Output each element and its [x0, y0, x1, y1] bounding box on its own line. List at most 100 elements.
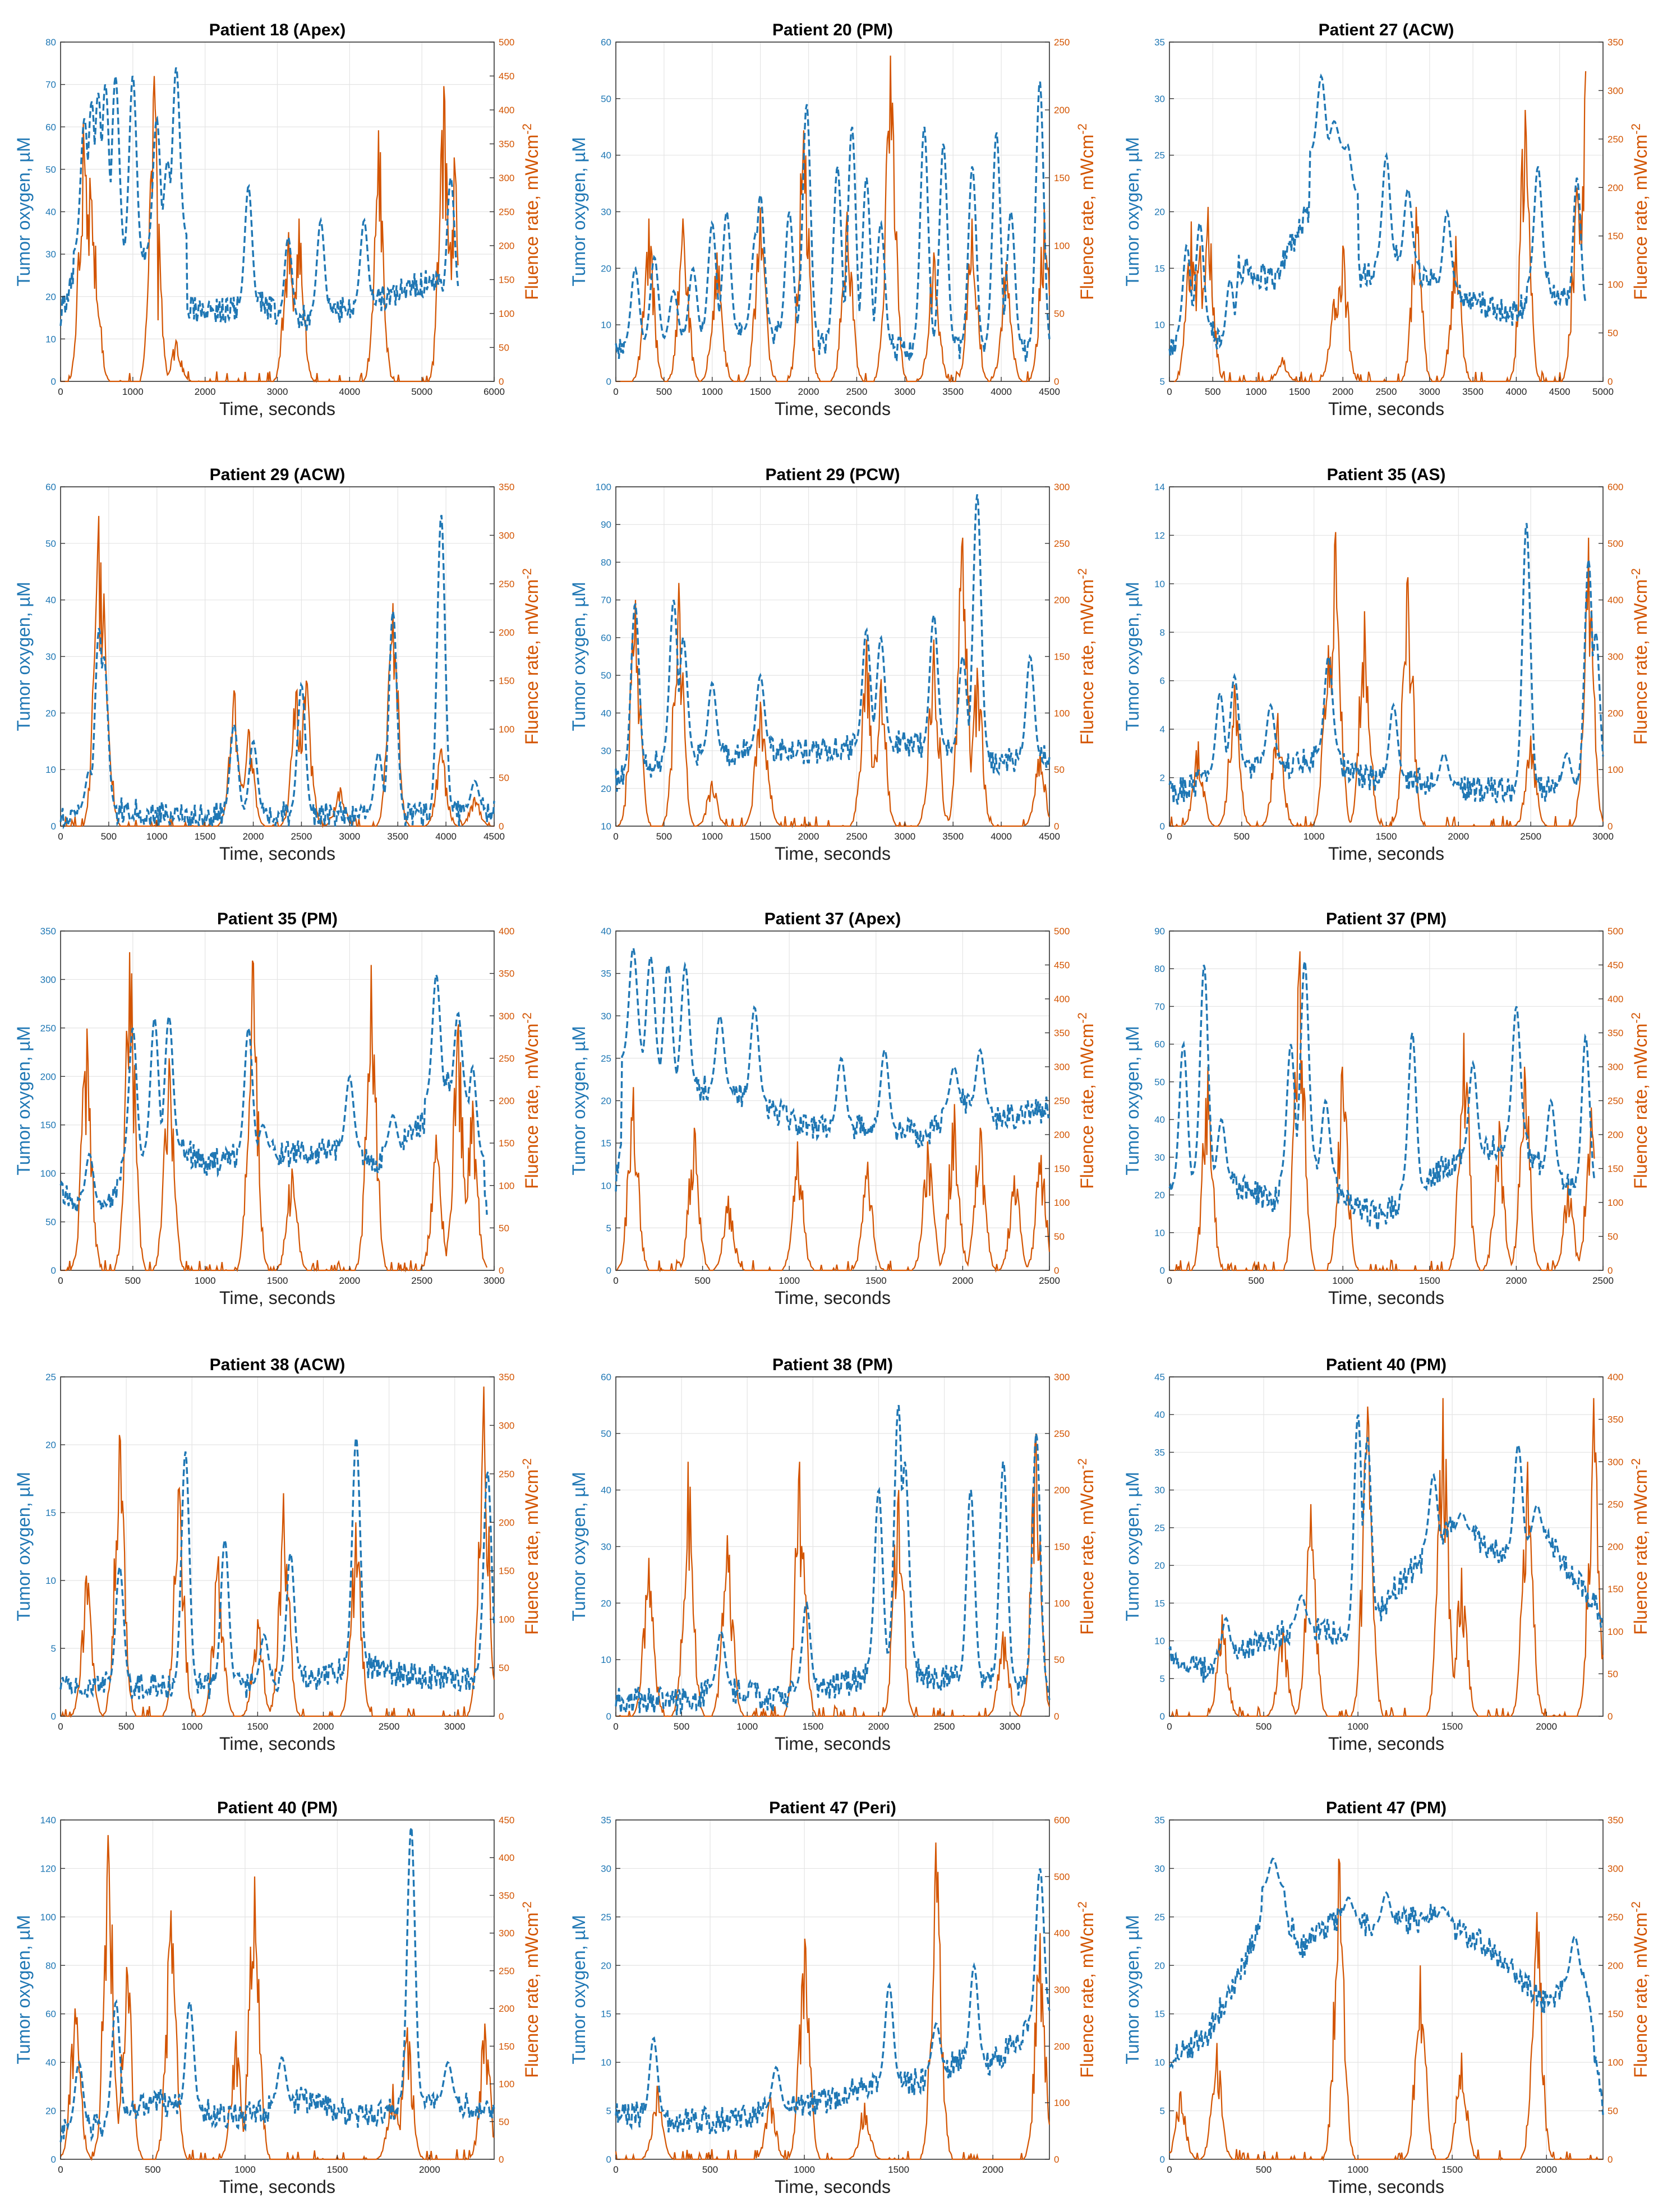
y-tick-label: 70 — [45, 80, 56, 90]
y2-tick-label: 100 — [1054, 1598, 1070, 1609]
y2-tick-label: 100 — [1054, 241, 1070, 251]
y2-tick-label: 400 — [1607, 994, 1623, 1004]
y2-tick-label: 600 — [1607, 482, 1623, 492]
y-axis-label-unit: µM — [1122, 137, 1143, 162]
y-axis-label-text: Tumor oxygen, — [569, 1051, 589, 1175]
x-tick-label: 2500 — [1520, 831, 1541, 842]
x-tick-label: 500 — [145, 2164, 160, 2175]
x-tick-label: 4500 — [1039, 386, 1060, 397]
oxygen-line — [1169, 1858, 1604, 2116]
y-tick-label: 15 — [1154, 263, 1165, 274]
y-tick-label: 10 — [1154, 2057, 1165, 2068]
x-tick-label: 1000 — [794, 2164, 815, 2175]
y2-tick-label: 50 — [499, 343, 509, 353]
x-tick-label: 0 — [1167, 831, 1172, 842]
y-tick-label: 40 — [45, 2057, 56, 2068]
x-tick-label: 4500 — [1039, 831, 1060, 842]
y2-tick-label: 250 — [1607, 134, 1623, 145]
x-tick-label: 500 — [656, 386, 672, 397]
oxygen-line — [59, 67, 459, 331]
y-tick-label: 10 — [1154, 1228, 1165, 1238]
x-tick-label: 1500 — [865, 1275, 887, 1286]
y2-tick-label: 50 — [1054, 308, 1065, 319]
y-tick-label: 80 — [601, 557, 611, 568]
x-tick-label: 1500 — [888, 2164, 909, 2175]
y2-tick-label: 50 — [499, 1223, 509, 1233]
y-tick-label: 14 — [1154, 482, 1165, 492]
chart-panel-12: 0 500 1000 1500 2000 0 5 10 15 20 25 30 35 40 45 0 50 100… — [1122, 1356, 1651, 1754]
y2-tick-label: 0 — [1054, 1265, 1059, 1276]
y2-tick-label: 200 — [1607, 708, 1623, 718]
y-axis-label: Tumor oxygen, µM — [569, 1472, 589, 1621]
x-tick-label: 1500 — [267, 1275, 288, 1286]
y-axis-label-text: Tumor oxygen, — [569, 607, 589, 731]
y-tick-label: 12 — [1154, 530, 1165, 541]
y2-axis-label-exponent: -2 — [1075, 1458, 1089, 1469]
x-tick-label: 2000 — [1536, 1721, 1557, 1732]
y-tick-label: 0 — [1160, 821, 1165, 832]
y2-tick-label: 350 — [1607, 1414, 1623, 1425]
y-axis-label-unit: µM — [1122, 582, 1143, 607]
y-tick-label: 10 — [45, 764, 56, 775]
plot-frame — [60, 1376, 495, 1717]
fluence-line — [615, 1842, 1051, 2160]
chart-panel-9: 0 500 1000 1500 2000 250001020304050607080900… — [1122, 910, 1651, 1308]
x-tick-label: 500 — [1205, 386, 1220, 397]
y-tick-label: 35 — [601, 1815, 611, 1826]
y-tick-label: 30 — [1154, 94, 1165, 104]
y2-axis-label-exponent: -2 — [1075, 123, 1089, 135]
y-tick-label: 25 — [45, 1372, 56, 1382]
y-tick-label: 20 — [45, 708, 56, 718]
y-tick-label: 40 — [601, 708, 611, 718]
x-tick-label: 1500 — [1376, 831, 1397, 842]
y2-axis-label: Fluence rate, mWcm-2 — [520, 1901, 542, 2078]
x-tick-label: 2000 — [798, 831, 819, 842]
y-tick-label: 35 — [1154, 1815, 1165, 1826]
y-tick-label: 6 — [1160, 676, 1165, 686]
y2-tick-label: 100 — [1607, 1626, 1623, 1637]
y-axis-label: Tumor oxygen, µM — [1122, 1915, 1143, 2064]
x-tick-label: 5000 — [411, 386, 432, 397]
y-axis-label-text: Tumor oxygen, — [1122, 607, 1143, 731]
chart-panel-6: 0 500 1000 1500 2000 2500 30000246810121401002… — [1122, 466, 1651, 864]
y-axis-label-unit: µM — [13, 1472, 34, 1497]
x-tick-label: 3000 — [1419, 386, 1440, 397]
oxygen-line — [615, 1404, 1051, 1716]
chart-panel-1: 0 1000 2000 3000 4000 5000 6000010203040506070… — [13, 21, 542, 419]
y2-tick-label: 0 — [499, 1711, 504, 1722]
y2-tick-label: 200 — [1054, 1485, 1070, 1496]
y-tick-label: 25 — [1154, 1523, 1165, 1533]
y2-tick-label: 250 — [1607, 1499, 1623, 1510]
x-tick-label: 2500 — [291, 831, 312, 842]
y2-tick-label: 100 — [1054, 1197, 1070, 1208]
x-tick-label: 1000 — [702, 831, 723, 842]
y2-tick-label: 50 — [1054, 1655, 1065, 1665]
x-axis-label: Time, seconds — [1328, 844, 1444, 864]
y-tick-label: 8 — [1160, 627, 1165, 638]
chart-title: Patient 40 (PM) — [217, 1799, 338, 1817]
y-tick-label: 10 — [601, 1181, 611, 1191]
oxygen-line — [1168, 1414, 1604, 1683]
y-tick-label: 10 — [1154, 1636, 1165, 1647]
y2-tick-label: 250 — [499, 207, 514, 218]
y2-tick-label: 150 — [1054, 1542, 1070, 1552]
oxygen-line — [615, 81, 1051, 362]
fluence-line — [1169, 71, 1587, 383]
y2-tick-label: 450 — [1054, 960, 1070, 971]
y-axis-label-unit: µM — [569, 1472, 589, 1497]
x-axis-label: Time, seconds — [775, 844, 891, 864]
x-tick-label: 1000 — [1347, 1721, 1369, 1732]
x-tick-label: 0 — [1167, 1275, 1172, 1286]
y-tick-label: 20 — [601, 1960, 611, 1971]
x-axis-label: Time, seconds — [219, 1288, 335, 1308]
x-tick-label: 2500 — [1376, 386, 1397, 397]
y-axis-label: Tumor oxygen, µM — [13, 137, 34, 286]
y-tick-label: 20 — [45, 1440, 56, 1450]
x-tick-label: 500 — [702, 2164, 718, 2175]
y2-tick-label: 50 — [1054, 764, 1065, 775]
y2-tick-label: 200 — [499, 2003, 514, 2014]
y2-tick-label: 400 — [499, 1852, 514, 1863]
x-tick-label: 500 — [694, 1275, 710, 1286]
fluence-line — [1169, 951, 1595, 1271]
y2-tick-label: 150 — [1054, 173, 1070, 183]
